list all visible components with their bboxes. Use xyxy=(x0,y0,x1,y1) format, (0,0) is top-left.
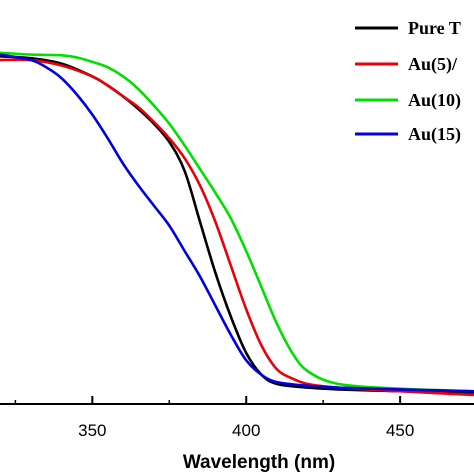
series-line-3 xyxy=(0,53,474,393)
legend-label-1: Au(5)/ xyxy=(408,54,458,75)
x-tick-label-350: 350 xyxy=(78,421,106,440)
legend-label-0: Pure T xyxy=(408,18,461,38)
legend-label-3: Au(15) xyxy=(408,124,461,145)
series-line-0 xyxy=(0,55,474,394)
x-tick-label-450: 450 xyxy=(386,421,414,440)
series-line-2 xyxy=(0,51,474,393)
series-line-1 xyxy=(0,58,474,397)
x-axis-tick-labels: 350 400 450 xyxy=(78,421,414,440)
x-axis-title: Wavelength (nm) xyxy=(183,452,335,473)
x-axis-ticks xyxy=(14,396,402,404)
legend: Pure T Au(5)/ Au(10) Au(15) xyxy=(355,18,461,145)
series-lines xyxy=(0,51,474,397)
x-tick-label-400: 400 xyxy=(232,421,260,440)
legend-label-2: Au(10) xyxy=(408,90,461,111)
